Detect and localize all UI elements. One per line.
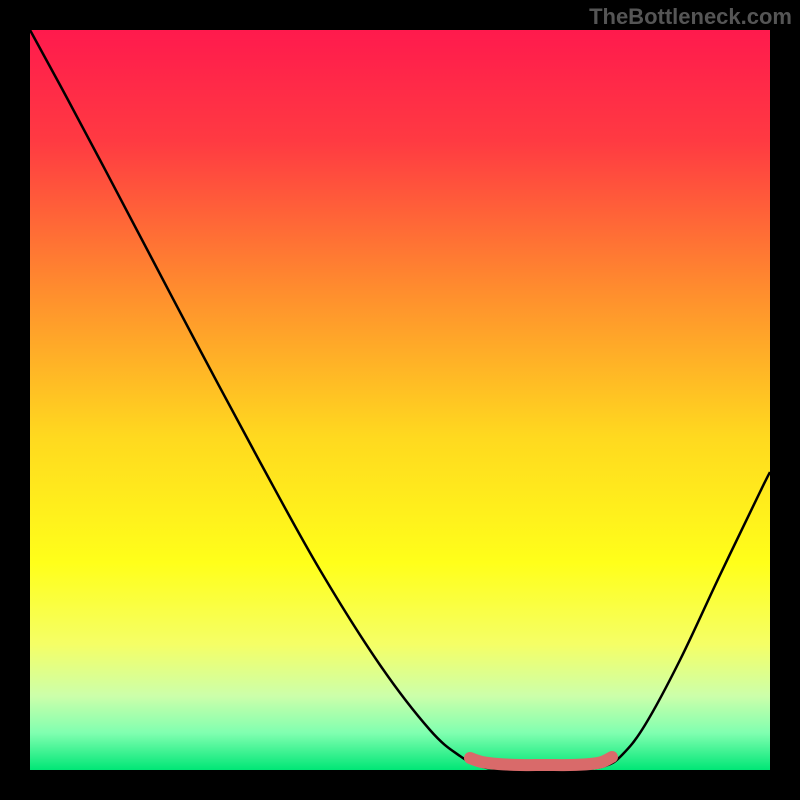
plot-background bbox=[30, 30, 770, 770]
chart-container: TheBottleneck.com bbox=[0, 0, 800, 800]
watermark-text: TheBottleneck.com bbox=[589, 4, 792, 30]
bottleneck-chart bbox=[0, 0, 800, 800]
